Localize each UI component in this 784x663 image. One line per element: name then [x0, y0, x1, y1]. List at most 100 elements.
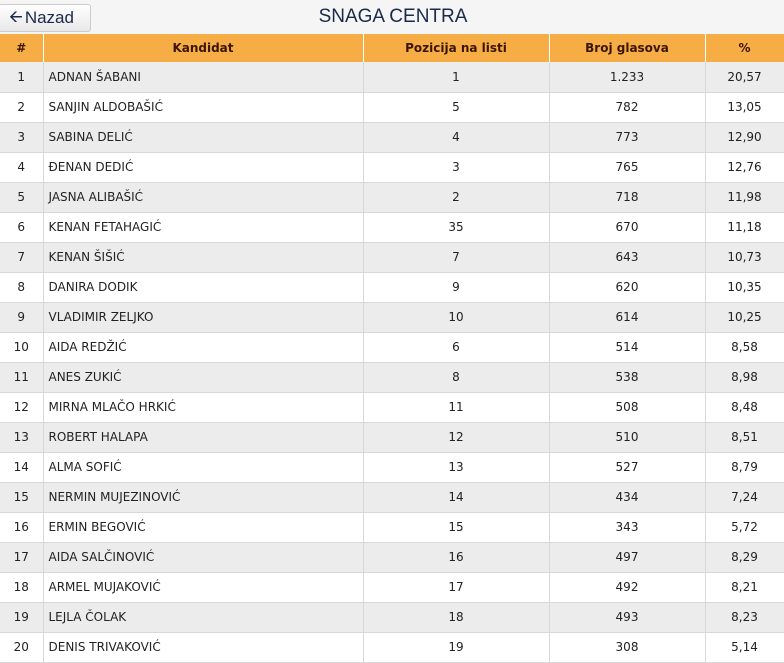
cell-votes: 782 [549, 92, 706, 123]
cell-list-position: 2 [363, 182, 550, 213]
cell-rank: 11 [0, 362, 44, 393]
table-row: 6 KENAN FETAHAGIĆ 35 670 11,18 [0, 212, 784, 243]
table-header: # Kandidat Pozicija na listi Broj glasova% [0, 34, 784, 62]
cell-rank: 14 [0, 452, 44, 483]
cell-candidate: VLADIMIR ZELJKO [43, 302, 364, 333]
cell-list-position: 18 [363, 602, 550, 633]
cell-percent: 12,76 [705, 152, 784, 183]
cell-candidate: ERMIN BEGOVIĆ [43, 512, 364, 543]
cell-rank: 15 [0, 482, 44, 513]
cell-list-position: 1 [363, 62, 550, 93]
cell-list-position: 9 [363, 272, 550, 303]
cell-percent: 8,79 [705, 452, 784, 483]
table-row: 12 MIRNA MLAČO HRKIĆ 11 508 8,48 [0, 392, 784, 423]
cell-votes: 773 [549, 122, 706, 153]
cell-votes: 510 [549, 422, 706, 453]
cell-percent: 8,29 [705, 542, 784, 573]
cell-candidate: JASNA ALIBAŠIĆ [43, 182, 364, 213]
cell-votes: 508 [549, 392, 706, 423]
cell-list-position: 14 [363, 482, 550, 513]
cell-rank: 13 [0, 422, 44, 453]
cell-candidate: AIDA SALČINOVIĆ [43, 542, 364, 573]
cell-percent: 8,58 [705, 332, 784, 363]
cell-votes: 1.233 [549, 62, 706, 93]
table-row: 5 JASNA ALIBAŠIĆ 2 718 11,98 [0, 182, 784, 213]
table-row: 3 SABINA DELIĆ 4 773 12,90 [0, 122, 784, 153]
table-row: 19 LEJLA ČOLAK 18 493 8,23 [0, 602, 784, 633]
table-row: 15 NERMIN MUJEZINOVIĆ 14 434 7,24 [0, 482, 784, 513]
cell-percent: 8,48 [705, 392, 784, 423]
cell-list-position: 12 [363, 422, 550, 453]
cell-rank: 10 [0, 332, 44, 363]
cell-rank: 3 [0, 122, 44, 153]
cell-list-position: 8 [363, 362, 550, 393]
cell-rank: 20 [0, 632, 44, 663]
table-row: 20 DENIS TRIVAKOVIĆ 19 308 5,14 [0, 632, 784, 663]
cell-list-position: 11 [363, 392, 550, 423]
cell-rank: 18 [0, 572, 44, 603]
cell-votes: 492 [549, 572, 706, 603]
cell-percent: 11,98 [705, 182, 784, 213]
cell-list-position: 15 [363, 512, 550, 543]
top-bar: 🡨 Nazad SNAGA CENTRA [0, 0, 784, 34]
cell-votes: 497 [549, 542, 706, 573]
table-row: 11 ANES ZUKIĆ 8 538 8,98 [0, 362, 784, 393]
table-row: 10 AIDA REDŽIĆ 6 514 8,58 [0, 332, 784, 363]
cell-candidate: DANIRA DODIK [43, 272, 364, 303]
cell-candidate: ROBERT HALAPA [43, 422, 364, 453]
cell-list-position: 3 [363, 152, 550, 183]
back-label: Nazad [24, 8, 74, 27]
cell-list-position: 16 [363, 542, 550, 573]
cell-percent: 11,18 [705, 212, 784, 243]
table-row: 13 ROBERT HALAPA 12 510 8,51 [0, 422, 784, 453]
cell-list-position: 4 [363, 122, 550, 153]
cell-candidate: AIDA REDŽIĆ [43, 332, 364, 363]
cell-votes: 643 [549, 242, 706, 273]
cell-percent: 20,57 [705, 62, 784, 93]
cell-percent: 10,25 [705, 302, 784, 333]
cell-rank: 8 [0, 272, 44, 303]
cell-rank: 5 [0, 182, 44, 213]
cell-candidate: LEJLA ČOLAK [43, 602, 364, 633]
cell-list-position: 19 [363, 632, 550, 663]
cell-list-position: 13 [363, 452, 550, 483]
cell-percent: 8,98 [705, 362, 784, 393]
cell-candidate: ĐENAN DEDIĆ [43, 152, 364, 183]
cell-percent: 10,73 [705, 242, 784, 273]
cell-votes: 620 [549, 272, 706, 303]
header-col-rank: # [0, 34, 44, 62]
cell-votes: 434 [549, 482, 706, 513]
cell-votes: 765 [549, 152, 706, 183]
cell-votes: 493 [549, 602, 706, 633]
cell-votes: 343 [549, 512, 706, 543]
table-row: 17 AIDA SALČINOVIĆ 16 497 8,29 [0, 542, 784, 573]
table-row: 8 DANIRA DODIK 9 620 10,35 [0, 272, 784, 303]
cell-votes: 538 [549, 362, 706, 393]
back-button[interactable]: 🡨 Nazad [0, 4, 91, 32]
cell-candidate: MIRNA MLAČO HRKIĆ [43, 392, 364, 423]
results-table: # Kandidat Pozicija na listi Broj glasova% … [0, 34, 784, 663]
cell-list-position: 7 [363, 242, 550, 273]
header-col-candidate: Kandidat [43, 34, 364, 62]
cell-percent: 5,72 [705, 512, 784, 543]
cell-percent: 12,90 [705, 122, 784, 153]
cell-percent: 8,23 [705, 602, 784, 633]
cell-percent: 10,35 [705, 272, 784, 303]
cell-percent: 7,24 [705, 482, 784, 513]
cell-candidate: ARMEL MUJAKOVIĆ [43, 572, 364, 603]
cell-candidate: ADNAN ŠABANI [43, 62, 364, 93]
header-col-list-position: Pozicija na listi [363, 34, 550, 62]
cell-candidate: NERMIN MUJEZINOVIĆ [43, 482, 364, 513]
cell-candidate: SABINA DELIĆ [43, 122, 364, 153]
cell-rank: 9 [0, 302, 44, 333]
cell-candidate: DENIS TRIVAKOVIĆ [43, 632, 364, 663]
table-row: 16 ERMIN BEGOVIĆ 15 343 5,72 [0, 512, 784, 543]
header-col-percent: % [705, 34, 784, 62]
header-col-votes: Broj glasova [549, 34, 706, 62]
table-row: 2 SANJIN ALDOBAŠIĆ 5 782 13,05 [0, 92, 784, 123]
cell-votes: 614 [549, 302, 706, 333]
table-row: 1 ADNAN ŠABANI 1 1.233 20,57 [0, 62, 784, 93]
table-row: 7 KENAN ŠIŠIĆ 7 643 10,73 [0, 242, 784, 273]
cell-list-position: 6 [363, 332, 550, 363]
cell-votes: 514 [549, 332, 706, 363]
